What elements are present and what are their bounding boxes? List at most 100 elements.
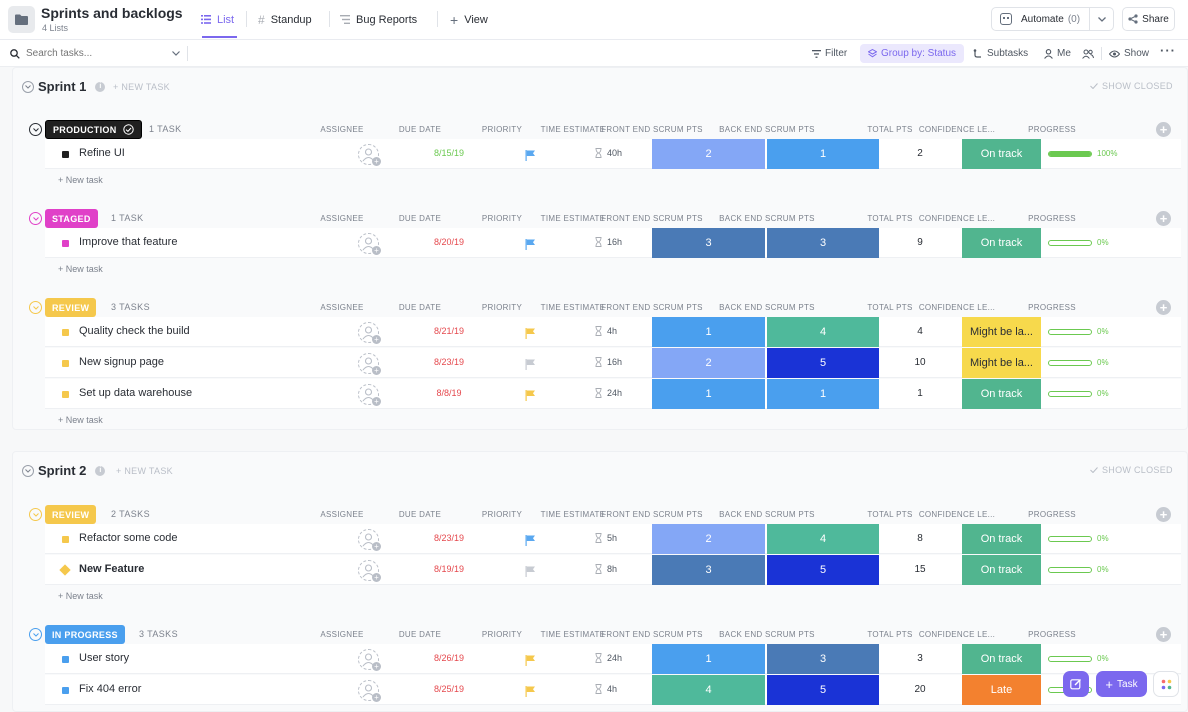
column-header-front-end[interactable]: FRONT END SCRUM PTS: [601, 214, 703, 223]
time-estimate[interactable]: 16h: [595, 237, 635, 247]
task-name[interactable]: Set up data warehouse: [79, 387, 193, 399]
column-header-priority[interactable]: PRIORITY: [481, 630, 523, 639]
time-estimate[interactable]: 16h: [595, 357, 635, 367]
column-header-assignee[interactable]: ASSIGNEE: [320, 125, 364, 134]
time-estimate[interactable]: 8h: [595, 564, 635, 574]
confidence-level[interactable]: On track: [962, 644, 1041, 674]
column-header-due-date[interactable]: DUE DATE: [398, 630, 442, 639]
column-header-time-estimate[interactable]: TIME ESTIMATE: [540, 214, 606, 223]
column-header-time-estimate[interactable]: TIME ESTIMATE: [540, 125, 606, 134]
task-row[interactable]: Improve that feature +8/20/19 16h 3 3 9 On tra…: [45, 228, 1181, 258]
column-header-total[interactable]: TOTAL PTS: [867, 630, 913, 639]
info-icon[interactable]: i: [95, 465, 106, 476]
add-assignee-icon[interactable]: +: [372, 157, 381, 166]
column-header-priority[interactable]: PRIORITY: [481, 125, 523, 134]
task-name[interactable]: Improve that feature: [79, 236, 178, 248]
priority-flag-icon[interactable]: [525, 653, 536, 671]
subtasks-button[interactable]: Subtasks: [973, 46, 1028, 61]
add-assignee-icon[interactable]: +: [372, 662, 381, 671]
tab-bug-reports[interactable]: Bug Reports: [340, 12, 417, 27]
time-estimate[interactable]: 4h: [595, 326, 635, 336]
confidence-level[interactable]: On track: [962, 228, 1041, 258]
share-button[interactable]: Share: [1122, 7, 1175, 31]
add-column-icon[interactable]: +: [1156, 627, 1171, 642]
confidence-level[interactable]: Might be la...: [962, 348, 1041, 378]
task-row[interactable]: Set up data warehouse +8/8/19 24h 1 1 1 On tra…: [45, 379, 1181, 409]
collapse-icon[interactable]: [22, 464, 34, 477]
column-header-progress[interactable]: PROGRESS: [1028, 510, 1076, 519]
due-date[interactable]: 8/15/19: [433, 148, 465, 158]
column-header-confidence[interactable]: CONFIDENCE LE...: [918, 125, 996, 134]
add-assignee-icon[interactable]: +: [372, 335, 381, 344]
filter-button[interactable]: Filter: [812, 46, 847, 61]
confidence-level[interactable]: Late: [962, 675, 1041, 705]
front-end-pts[interactable]: 2: [652, 524, 765, 554]
column-header-front-end[interactable]: FRONT END SCRUM PTS: [601, 630, 703, 639]
folder-icon[interactable]: [8, 6, 35, 33]
add-task-button[interactable]: + Task: [1096, 671, 1147, 697]
task-name[interactable]: Fix 404 error: [79, 683, 142, 695]
assignees-button[interactable]: [1082, 46, 1094, 61]
assignee-avatar[interactable]: +: [358, 233, 381, 255]
assignee-avatar[interactable]: +: [358, 322, 381, 344]
assignee-avatar[interactable]: +: [358, 384, 381, 406]
column-header-due-date[interactable]: DUE DATE: [398, 214, 442, 223]
column-header-assignee[interactable]: ASSIGNEE: [320, 303, 364, 312]
collapse-icon[interactable]: [22, 80, 34, 93]
status-square-icon[interactable]: [62, 687, 69, 694]
column-header-total[interactable]: TOTAL PTS: [867, 125, 913, 134]
priority-flag-icon[interactable]: [525, 564, 536, 582]
me-filter-button[interactable]: Me: [1044, 46, 1071, 61]
group-collapse-icon[interactable]: [29, 628, 42, 641]
confidence-level[interactable]: On track: [962, 555, 1041, 585]
task-name[interactable]: Refactor some code: [79, 532, 178, 544]
column-header-progress[interactable]: PROGRESS: [1028, 214, 1076, 223]
assignee-avatar[interactable]: +: [358, 529, 381, 551]
task-row[interactable]: Quality check the build +8/21/19 4h 1 4 4 Migh…: [45, 317, 1181, 347]
group-collapse-icon[interactable]: [29, 123, 42, 136]
add-column-icon[interactable]: +: [1156, 507, 1171, 522]
confidence-level[interactable]: On track: [962, 524, 1041, 554]
column-header-confidence[interactable]: CONFIDENCE LE...: [918, 214, 996, 223]
column-header-progress[interactable]: PROGRESS: [1028, 630, 1076, 639]
column-header-total[interactable]: TOTAL PTS: [867, 214, 913, 223]
assignee-avatar[interactable]: +: [358, 144, 381, 166]
priority-flag-icon[interactable]: [525, 388, 536, 406]
column-header-time-estimate[interactable]: TIME ESTIMATE: [540, 303, 606, 312]
sprint-header[interactable]: Sprint 1 i: [22, 79, 106, 94]
tab-list[interactable]: List: [201, 12, 234, 27]
task-row[interactable]: Fix 404 error+8/25/194h4520Late0%: [45, 675, 1181, 705]
time-estimate[interactable]: 40h: [595, 148, 635, 158]
column-header-priority[interactable]: PRIORITY: [481, 214, 523, 223]
priority-flag-icon[interactable]: [525, 326, 536, 344]
due-date[interactable]: 8/21/19: [433, 326, 465, 336]
add-assignee-icon[interactable]: +: [372, 693, 381, 702]
column-header-priority[interactable]: PRIORITY: [481, 510, 523, 519]
show-button[interactable]: Show: [1109, 46, 1149, 61]
column-header-assignee[interactable]: ASSIGNEE: [320, 214, 364, 223]
status-badge[interactable]: PRODUCTION: [45, 120, 142, 139]
group-by-button[interactable]: Group by: Status: [860, 44, 964, 63]
task-name[interactable]: New Feature: [79, 563, 145, 575]
chevron-down-icon[interactable]: [172, 51, 180, 56]
status-square-icon[interactable]: [62, 151, 69, 158]
assignee-avatar[interactable]: +: [358, 649, 381, 671]
task-row[interactable]: New signup page +8/23/19 16h 2 5 10 Might be l…: [45, 348, 1181, 378]
search-box[interactable]: [10, 45, 185, 62]
column-header-front-end[interactable]: FRONT END SCRUM PTS: [601, 510, 703, 519]
new-task-button[interactable]: + New task: [58, 264, 103, 274]
priority-flag-icon[interactable]: [525, 237, 536, 255]
column-header-back-end[interactable]: BACK END SCRUM PTS: [719, 125, 815, 134]
time-estimate[interactable]: 4h: [595, 684, 635, 694]
due-date[interactable]: 8/25/19: [433, 684, 465, 694]
status-square-icon[interactable]: [62, 536, 69, 543]
column-header-back-end[interactable]: BACK END SCRUM PTS: [719, 630, 815, 639]
due-date[interactable]: 8/26/19: [433, 653, 465, 663]
status-square-icon[interactable]: [62, 391, 69, 398]
status-square-icon[interactable]: [62, 240, 69, 247]
new-task-link[interactable]: + NEW TASK: [113, 82, 170, 92]
status-square-icon[interactable]: [62, 656, 69, 663]
new-task-button[interactable]: + New task: [58, 175, 103, 185]
compose-button[interactable]: [1063, 671, 1089, 697]
add-assignee-icon[interactable]: +: [372, 366, 381, 375]
